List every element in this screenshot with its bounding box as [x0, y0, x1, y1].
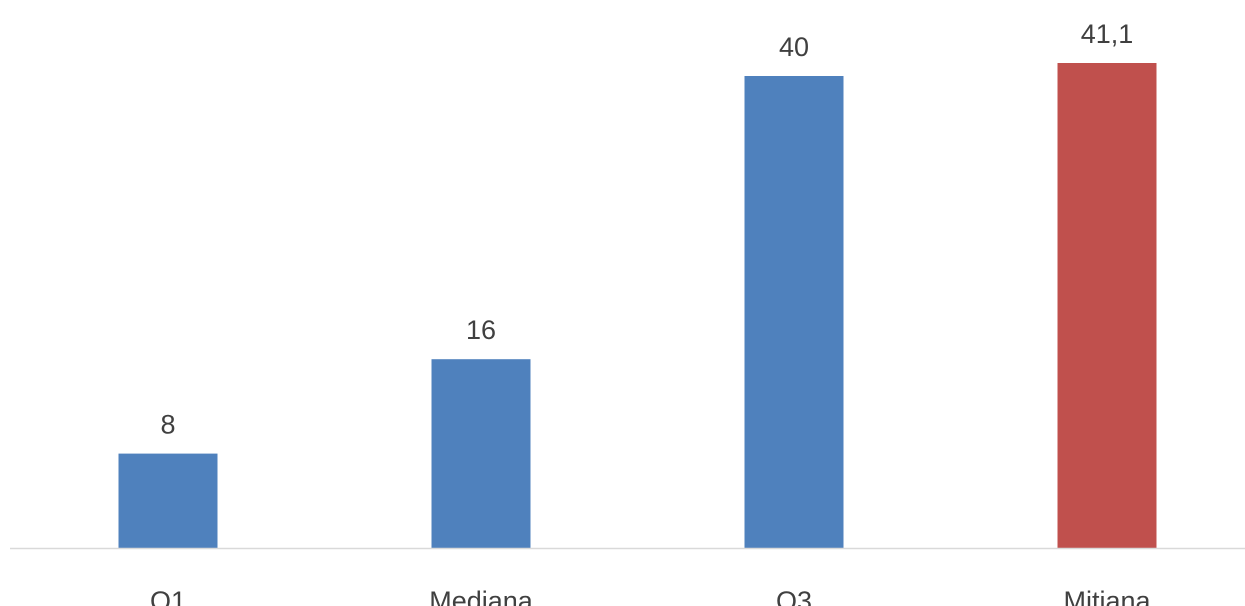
- data-label-group: 8 16 40 41,1: [160, 19, 1133, 440]
- data-label-q3: 40: [779, 32, 809, 62]
- x-tick-label-group: Q1 Mediana Q3 Mitiana: [150, 586, 1152, 606]
- bar-group: [118, 63, 1157, 548]
- data-label-mitiana: 41,1: [1081, 19, 1134, 49]
- data-label-q1: 8: [160, 410, 175, 440]
- bar-q3: [744, 76, 844, 548]
- x-tick-label-mediana: Mediana: [429, 586, 534, 606]
- bar-q1: [118, 453, 218, 548]
- x-tick-label-mitiana: Mitiana: [1063, 586, 1151, 606]
- data-label-mediana: 16: [466, 315, 496, 345]
- bar-mediana: [431, 359, 531, 548]
- bar-mitiana: [1057, 63, 1157, 548]
- x-tick-label-q3: Q3: [776, 586, 812, 606]
- x-tick-label-q1: Q1: [150, 586, 186, 606]
